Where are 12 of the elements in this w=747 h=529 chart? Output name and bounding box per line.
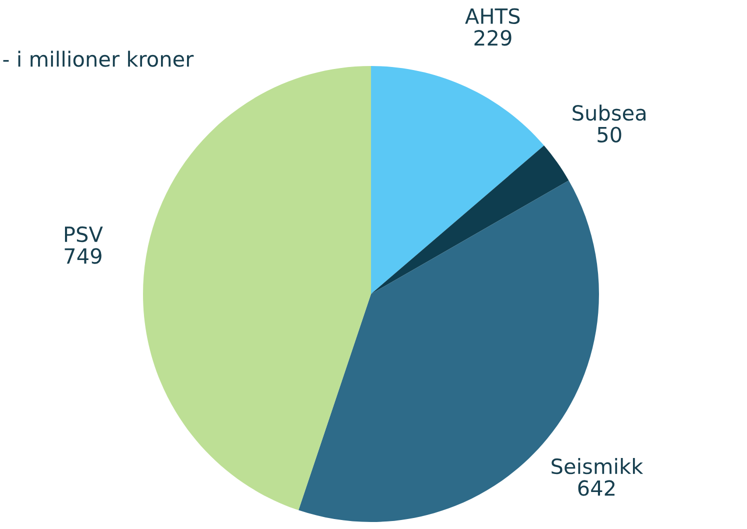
- data-label: 50: [598, 126, 622, 142]
- pie-slice: [143, 66, 371, 510]
- data-label: 229: [474, 30, 512, 46]
- text: - i millioner kroner: [3, 50, 194, 67]
- pie-slice: [371, 66, 544, 294]
- slice-label: AHTS: [465, 8, 520, 24]
- slice-label: Subsea: [572, 104, 646, 121]
- slice-label: PSV: [64, 226, 103, 242]
- slice-label: Seismikk: [552, 458, 644, 474]
- pie-slice: [371, 146, 569, 294]
- data-label: 642: [578, 480, 614, 496]
- data-label: 749: [64, 248, 102, 264]
